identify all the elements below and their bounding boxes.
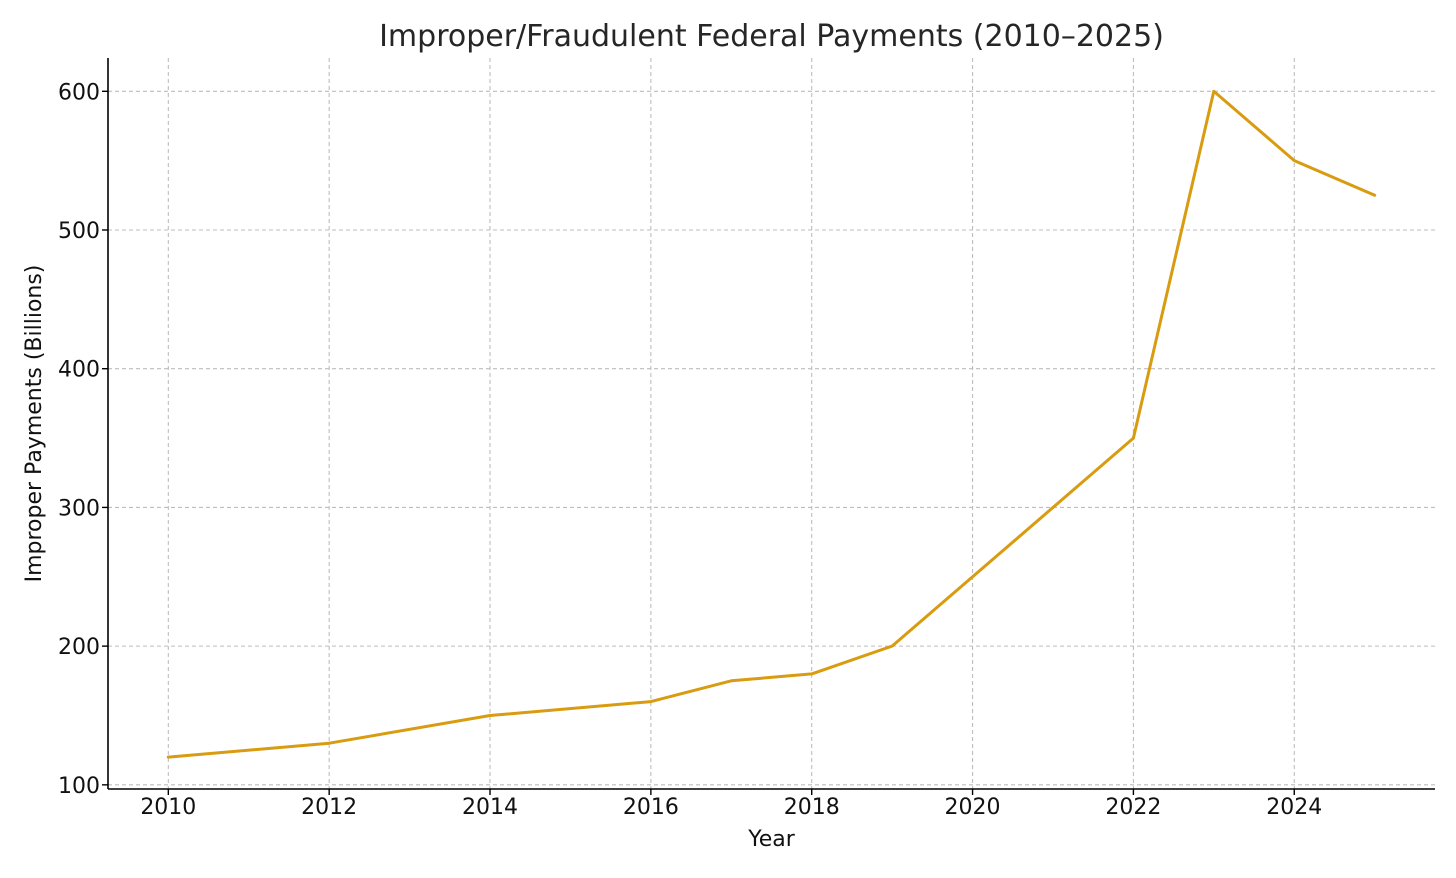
grid-layer xyxy=(108,58,1435,789)
series-line xyxy=(166,89,1377,759)
x-tick-label: 2020 xyxy=(945,795,1001,820)
x-tick-label: 2012 xyxy=(301,795,357,820)
y-tick-label: 600 xyxy=(58,80,100,105)
y-tick-label: 300 xyxy=(58,496,100,521)
x-tick-label: 2024 xyxy=(1266,795,1322,820)
chart-title: Improper/Fraudulent Federal Payments (20… xyxy=(379,19,1164,54)
x-tick-label: 2018 xyxy=(784,795,840,820)
x-tick-label: 2022 xyxy=(1105,795,1161,820)
x-tick-label: 2016 xyxy=(623,795,679,820)
x-axis-label: Year xyxy=(747,827,796,852)
y-tick-label: 400 xyxy=(58,358,100,383)
x-tick-label: 2014 xyxy=(462,795,518,820)
x-tick-label: 2010 xyxy=(140,795,196,820)
y-tick-label: 200 xyxy=(58,635,100,660)
y-tick-label: 100 xyxy=(58,774,100,799)
y-axis-label: Improper Payments (Billions) xyxy=(22,265,47,583)
y-tick-label: 500 xyxy=(58,219,100,244)
series-layer xyxy=(166,89,1377,759)
axes-layer xyxy=(107,58,1435,790)
ticks-layer: 2010 2012 2014 2016 2018 2020 2022 2024 100 200 30… xyxy=(58,80,1322,820)
